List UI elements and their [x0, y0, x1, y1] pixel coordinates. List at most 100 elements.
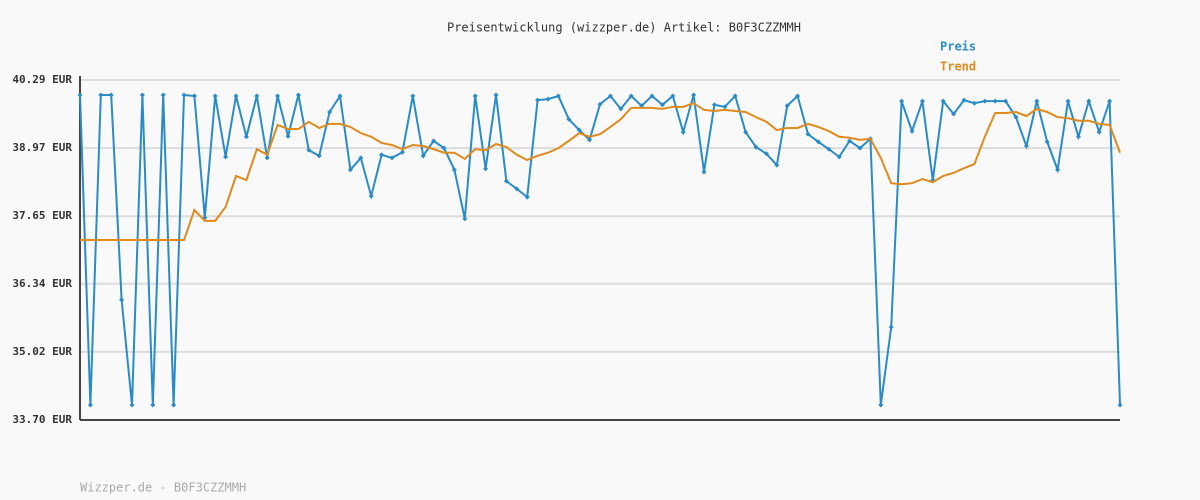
y-tick-label: 35.02 EUR — [12, 345, 72, 358]
data-point — [1023, 143, 1029, 149]
data-point — [618, 106, 624, 112]
data-point — [826, 146, 832, 152]
data-point — [1003, 98, 1009, 104]
series-line — [80, 102, 1121, 241]
data-point — [971, 100, 977, 106]
data-point — [431, 138, 437, 144]
y-tick-label: 38.97 EUR — [12, 141, 72, 154]
data-point — [680, 129, 686, 135]
data-point — [607, 93, 613, 99]
data-point — [1065, 98, 1071, 104]
data-point — [358, 155, 364, 161]
data-point — [327, 109, 333, 115]
data-point — [524, 194, 530, 200]
data-point — [992, 98, 998, 104]
data-point — [233, 93, 239, 99]
data-point — [160, 92, 166, 98]
data-point — [576, 127, 582, 133]
data-point — [940, 98, 946, 104]
data-point — [815, 139, 821, 145]
data-point — [77, 92, 83, 98]
data-point — [732, 93, 738, 99]
data-point — [753, 144, 759, 150]
data-point — [763, 151, 769, 157]
data-point — [389, 155, 395, 161]
data-point — [1086, 98, 1092, 104]
data-point — [1013, 114, 1019, 120]
data-point — [1034, 98, 1040, 104]
data-point — [493, 92, 499, 98]
data-point — [951, 111, 957, 117]
legend-entry: Trend — [940, 60, 976, 74]
data-point — [1117, 402, 1123, 408]
data-point — [670, 93, 676, 99]
data-point — [379, 152, 385, 158]
data-point — [566, 116, 572, 122]
data-point — [254, 93, 260, 99]
data-point — [701, 169, 707, 175]
data-point — [347, 167, 353, 173]
data-point — [420, 153, 426, 159]
data-point — [795, 93, 801, 99]
data-point — [743, 129, 749, 135]
footer: Wizzper.de - B0F3CZZMMH — [80, 481, 246, 495]
data-point — [129, 402, 135, 408]
data-point — [337, 93, 343, 99]
data-point — [649, 93, 655, 99]
data-point — [483, 166, 489, 172]
data-point — [805, 131, 811, 137]
data-point — [535, 97, 541, 103]
data-point — [919, 98, 925, 104]
data-point — [285, 133, 291, 139]
data-point — [243, 134, 249, 140]
data-point — [119, 297, 125, 303]
data-point — [98, 92, 104, 98]
data-point — [909, 128, 915, 134]
data-point — [722, 104, 728, 110]
data-point — [836, 154, 842, 160]
data-point — [784, 103, 790, 109]
data-point — [982, 98, 988, 104]
data-point — [462, 216, 468, 222]
data-point — [1055, 167, 1061, 173]
data-point — [961, 97, 967, 103]
data-point — [628, 93, 634, 99]
data-point — [555, 93, 561, 99]
data-point — [545, 96, 551, 102]
data-point — [441, 145, 447, 151]
data-point — [587, 137, 593, 143]
data-point — [87, 402, 93, 408]
data-point — [139, 92, 145, 98]
data-point — [888, 324, 894, 330]
data-point — [597, 101, 603, 107]
data-point — [181, 92, 187, 98]
data-point — [1075, 134, 1081, 140]
data-point — [1096, 129, 1102, 135]
data-point — [191, 93, 197, 99]
data-point — [472, 93, 478, 99]
data-point — [847, 138, 853, 144]
data-point — [150, 402, 156, 408]
data-point — [108, 92, 114, 98]
data-point — [1107, 98, 1113, 104]
data-point — [503, 178, 509, 184]
data-point — [774, 162, 780, 168]
data-point — [711, 102, 717, 108]
data-point — [514, 186, 520, 192]
data-point — [368, 193, 374, 199]
y-tick-label: 40.29 EUR — [12, 73, 72, 86]
data-point — [295, 92, 301, 98]
data-point — [264, 155, 270, 161]
data-point — [857, 145, 863, 151]
data-point — [212, 93, 218, 99]
data-point — [1044, 139, 1050, 145]
y-tick-label: 37.65 EUR — [12, 209, 72, 222]
data-point — [878, 402, 884, 408]
y-tick-label: 36.34 EUR — [12, 277, 72, 290]
y-tick-label: 33.70 EUR — [12, 413, 72, 426]
data-point — [399, 149, 405, 155]
data-point — [171, 402, 177, 408]
legend-entry: Preis — [940, 40, 976, 54]
